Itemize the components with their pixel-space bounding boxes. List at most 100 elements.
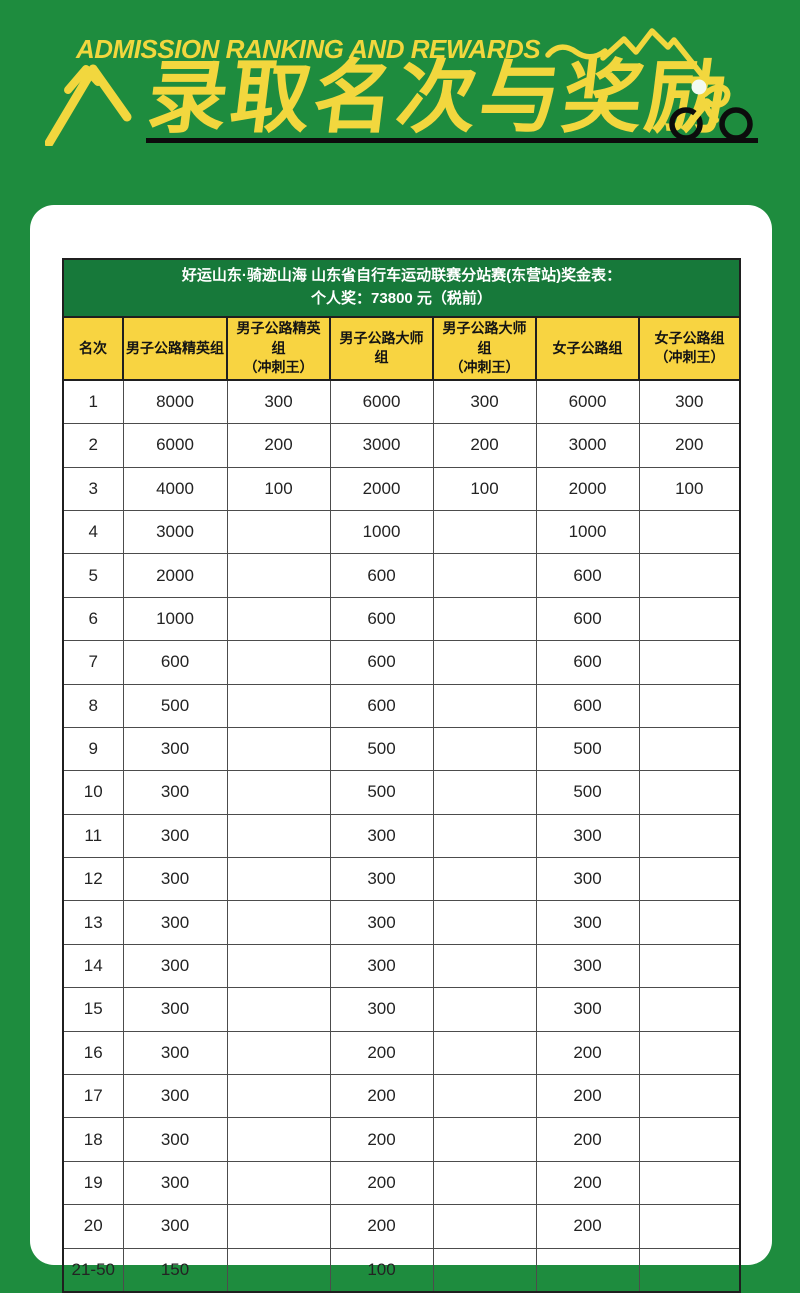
prize-cell [432, 509, 537, 555]
prize-cell [226, 1204, 331, 1249]
prize-cell [432, 1117, 537, 1162]
rank-cell: 20 [62, 1204, 124, 1249]
table-row: 21-50 150 100 [62, 1247, 741, 1293]
table-row: 14 300 300 300 [62, 943, 741, 989]
rank-cell: 6 [62, 596, 124, 642]
rank-cell: 13 [62, 900, 124, 945]
prize-cell [226, 1030, 331, 1076]
prize-cell [638, 596, 741, 642]
prize-cell [226, 900, 331, 945]
rank-cell: 19 [62, 1160, 124, 1206]
prize-cell: 200 [329, 1160, 434, 1206]
prize-cell: 4000 [122, 466, 228, 511]
prize-cell: 6000 [329, 379, 434, 425]
prize-cell [432, 726, 537, 772]
rank-cell: 16 [62, 1030, 124, 1076]
prize-cell: 300 [122, 770, 228, 815]
prize-cell: 600 [535, 596, 640, 642]
column-header-row: 名次 男子公路精英组 男子公路精英组 （冲刺王） 男子公路大师组 男子公路大师组 （冲刺… [62, 316, 741, 381]
prize-cell: 200 [329, 1074, 434, 1119]
prize-cell [432, 1204, 537, 1249]
table-row: 19 300 200 200 [62, 1160, 741, 1206]
prize-cell: 300 [122, 900, 228, 945]
prize-cell [638, 1030, 741, 1076]
table-row: 20 300 200 200 [62, 1204, 741, 1249]
prize-cell [638, 943, 741, 989]
prize-cell: 200 [329, 1204, 434, 1249]
rank-cell: 14 [62, 943, 124, 989]
caption-line2: 个人奖：73800 元（税前） [311, 289, 492, 307]
prize-cell [432, 770, 537, 815]
prize-cell: 600 [122, 640, 228, 685]
prize-cell: 200 [535, 1160, 640, 1206]
prize-cell [432, 1030, 537, 1076]
prize-cell [432, 900, 537, 945]
prize-cell [226, 813, 331, 859]
prize-cell: 300 [122, 1117, 228, 1162]
table-row: 5 2000 600 600 [62, 553, 741, 598]
prize-cell: 300 [122, 813, 228, 859]
prize-cell: 600 [535, 640, 640, 685]
rank-cell: 8 [62, 683, 124, 728]
prize-cell [638, 683, 741, 728]
prize-cell [638, 857, 741, 902]
table-caption: 好运山东·骑迹山海 山东省自行车运动联赛分站赛(东营站)奖金表： 个人奖：738… [62, 258, 741, 318]
prize-cell: 200 [329, 1117, 434, 1162]
prize-cell: 300 [535, 813, 640, 859]
table-row: 16 300 200 200 [62, 1030, 741, 1076]
prize-cell: 6000 [535, 379, 640, 425]
column-header: 名次 [62, 316, 124, 381]
prize-cell: 500 [122, 683, 228, 728]
prize-cell: 300 [535, 987, 640, 1032]
prize-cell [226, 640, 331, 685]
prize-cell [638, 726, 741, 772]
prize-cell: 200 [535, 1074, 640, 1119]
prize-cell [638, 1117, 741, 1162]
table-row: 6 1000 600 600 [62, 596, 741, 642]
prize-cell: 600 [535, 683, 640, 728]
column-header: 女子公路组 [535, 316, 640, 381]
prize-cell: 300 [122, 1030, 228, 1076]
mountain-squiggle-icon [545, 28, 705, 78]
prize-cell [638, 900, 741, 945]
prize-cell [432, 813, 537, 859]
caption-line1: 好运山东·骑迹山海 山东省自行车运动联赛分站赛(东营站)奖金表： [181, 267, 622, 284]
table-row: 11 300 300 300 [62, 813, 741, 859]
prize-cell [226, 683, 331, 728]
prize-cell [226, 987, 331, 1032]
prize-cell: 8000 [122, 379, 228, 425]
prize-cell: 300 [122, 1204, 228, 1249]
table-row: 13 300 300 300 [62, 900, 741, 945]
prize-cell: 300 [122, 1160, 228, 1206]
prize-cell: 200 [329, 1030, 434, 1076]
table-row: 10 300 500 500 [62, 770, 741, 815]
prize-cell: 1000 [535, 509, 640, 555]
prize-cell: 200 [226, 423, 331, 468]
prize-cell: 600 [329, 683, 434, 728]
prize-cell: 200 [638, 423, 741, 468]
prize-cell: 200 [535, 1030, 640, 1076]
prize-cell: 500 [329, 726, 434, 772]
prize-cell: 150 [122, 1247, 228, 1293]
prize-cell: 2000 [535, 466, 640, 511]
prize-cell: 300 [122, 726, 228, 772]
cyclist-icon [669, 79, 753, 141]
prize-cell [432, 1247, 537, 1293]
prize-cell: 300 [226, 379, 331, 425]
prize-cell: 500 [329, 770, 434, 815]
table-row: 18 300 200 200 [62, 1117, 741, 1162]
prize-cell [432, 987, 537, 1032]
prize-cell: 500 [535, 770, 640, 815]
prize-cell: 300 [329, 943, 434, 989]
prize-cell: 3000 [329, 423, 434, 468]
prize-cell [638, 987, 741, 1032]
rank-cell: 21-50 [62, 1247, 124, 1293]
header: ADMISSION RANKING AND REWARDS 录取名次与奖励 [0, 0, 800, 205]
prize-cell: 200 [535, 1204, 640, 1249]
rank-cell: 17 [62, 1074, 124, 1119]
prize-cell: 300 [432, 379, 537, 425]
rank-cell: 5 [62, 553, 124, 598]
prize-cell [535, 1247, 640, 1293]
prize-cell [638, 509, 741, 555]
table-row: 3 4000 100 2000 100 2000 100 [62, 466, 741, 511]
